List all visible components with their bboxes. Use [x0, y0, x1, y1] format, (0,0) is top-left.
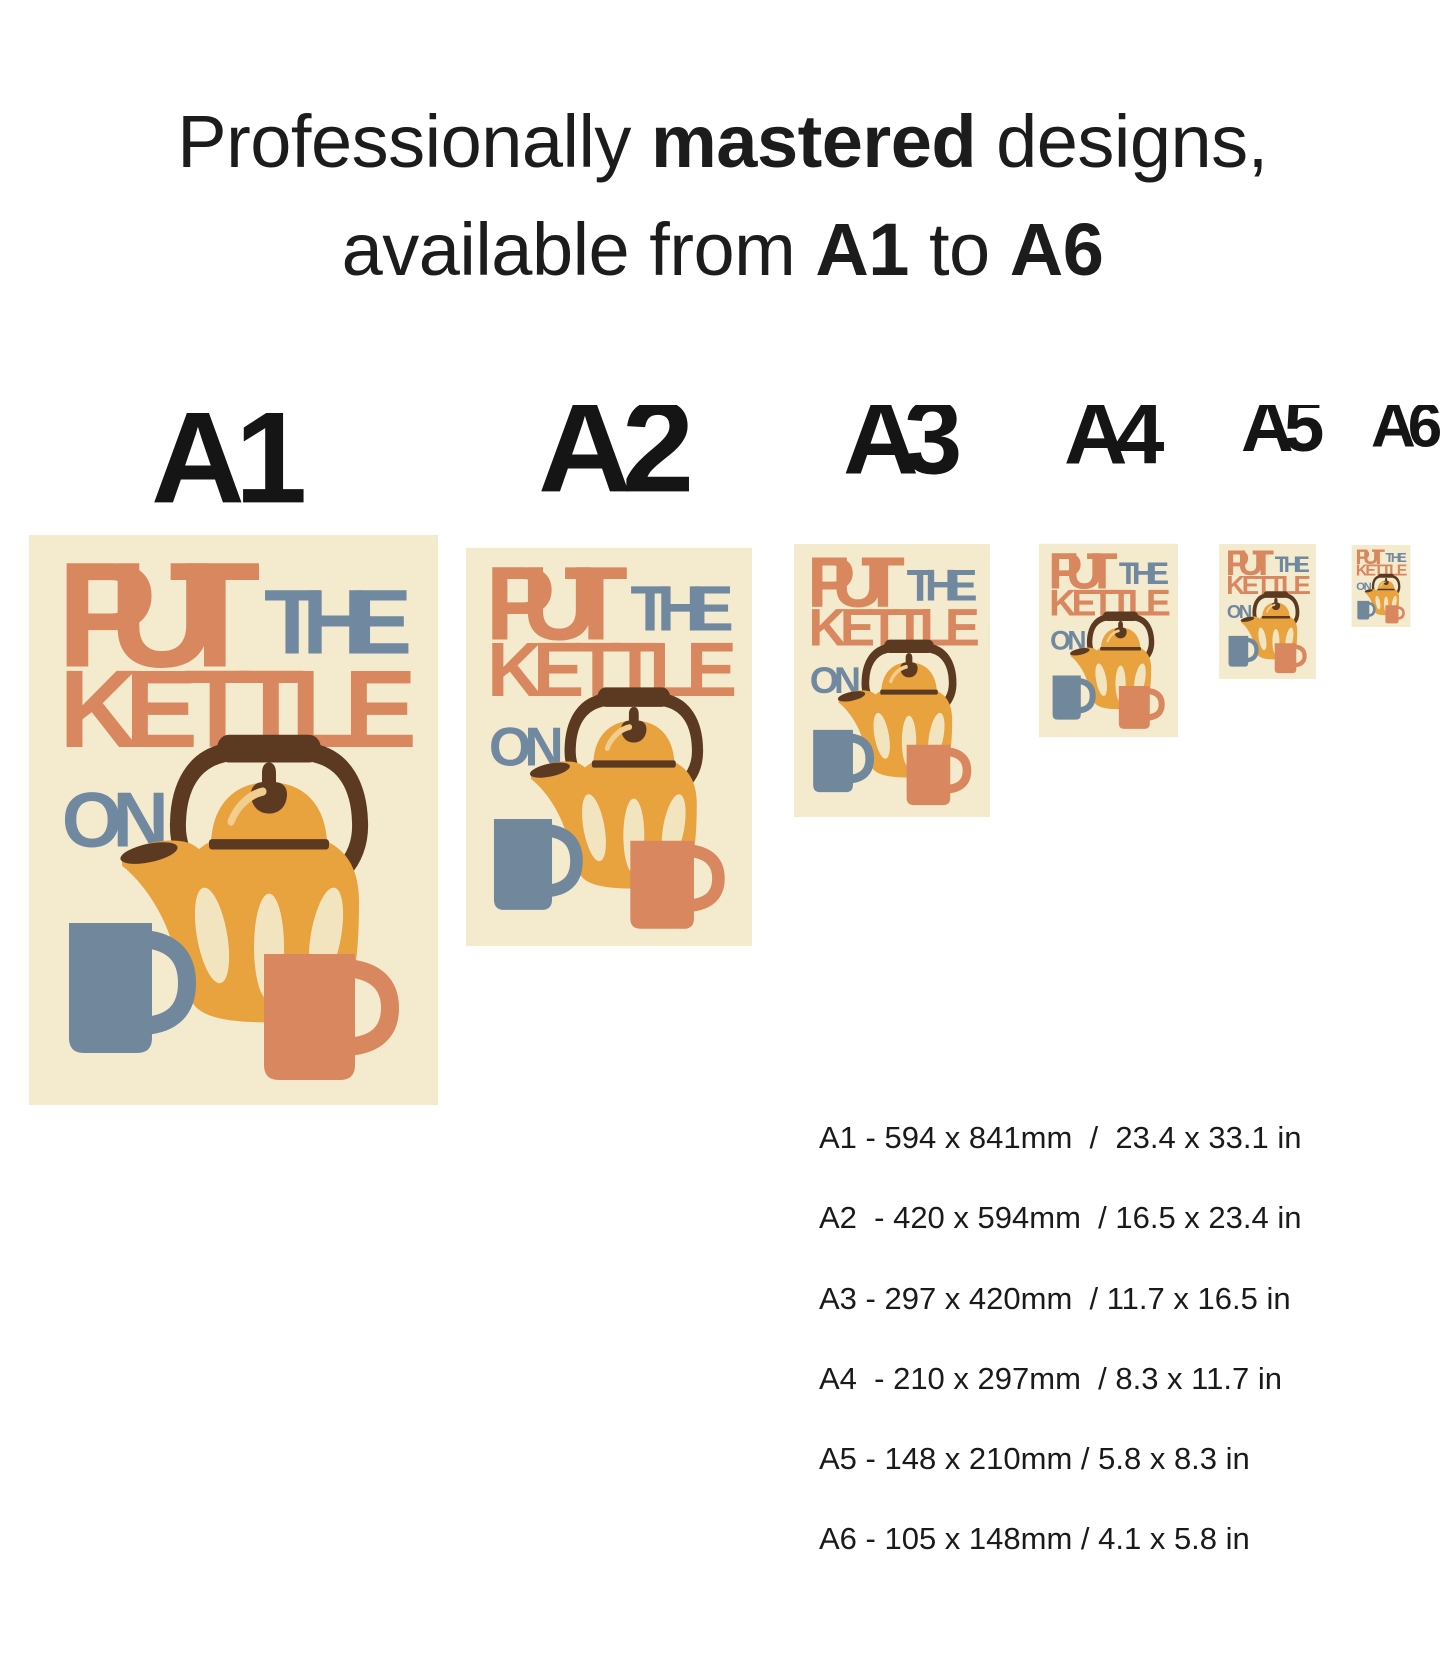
svg-text:A2: A2 [538, 405, 690, 519]
svg-text:A4: A4 [1064, 405, 1165, 482]
svg-text:A3: A3 [843, 405, 959, 496]
svg-text:A1: A1 [151, 405, 304, 530]
svg-text:A6: A6 [1371, 405, 1441, 460]
svg-text:A5: A5 [1241, 405, 1323, 467]
